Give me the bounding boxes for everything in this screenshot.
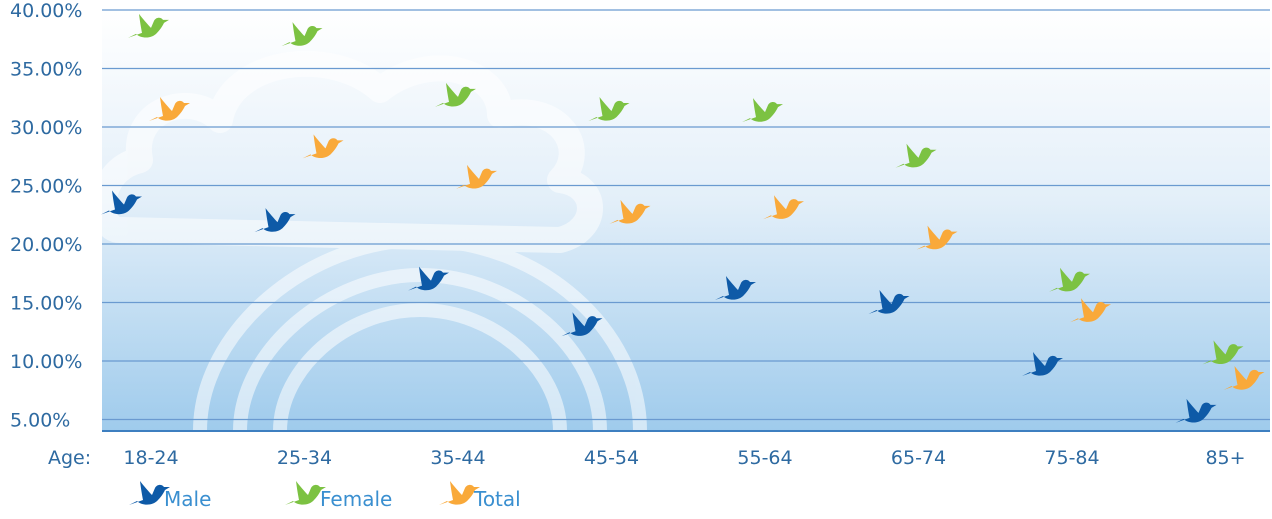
data-point-male <box>715 275 756 300</box>
data-point-female <box>1202 340 1244 365</box>
x-tick-label: 65-74 <box>891 447 946 469</box>
legend-item-male: Male <box>129 481 211 511</box>
data-point-female <box>435 82 476 107</box>
data-point-male <box>1022 352 1063 377</box>
legend-label: Total <box>473 487 521 511</box>
data-point-female <box>588 96 630 121</box>
weather-decoration <box>90 50 647 432</box>
legend-item-total: Total <box>439 481 521 511</box>
data-point-male <box>254 208 296 233</box>
y-tick-label: 5.00% <box>10 410 70 432</box>
data-point-female <box>1049 267 1090 292</box>
x-tick-label: 85+ <box>1205 447 1245 469</box>
legend-item-female: Female <box>285 481 392 511</box>
x-tick-label: 55-64 <box>737 447 792 469</box>
data-point-total <box>609 199 651 224</box>
legend-label: Female <box>320 487 392 511</box>
data-point-male <box>408 266 449 291</box>
bird-icon <box>129 481 170 505</box>
y-tick-label: 20.00% <box>10 234 82 256</box>
x-tick-label: 35-44 <box>430 447 485 469</box>
x-tick-label: 25-34 <box>277 447 332 469</box>
data-point-total <box>1070 298 1111 323</box>
bird-icon <box>439 481 480 505</box>
x-tick-label: 18-24 <box>123 447 178 469</box>
y-tick-label: 40.00% <box>10 0 82 22</box>
data-point-total <box>149 96 190 121</box>
data-point-female <box>742 98 783 123</box>
data-point-male <box>101 190 142 215</box>
data-point-total <box>916 225 958 250</box>
legend-label: Male <box>164 487 211 511</box>
data-point-total <box>302 134 344 159</box>
x-tick-label: 75-84 <box>1044 447 1099 469</box>
y-tick-label: 35.00% <box>10 59 82 81</box>
data-point-total <box>1223 366 1265 391</box>
y-tick-label: 10.00% <box>10 351 82 373</box>
x-axis-prefix: Age: <box>48 447 91 469</box>
data-point-female <box>281 22 323 47</box>
y-tick-label: 25.00% <box>10 176 82 198</box>
y-tick-label: 30.00% <box>10 117 82 139</box>
data-point-total <box>456 164 497 189</box>
data-point-male <box>561 312 603 337</box>
data-point-male <box>1175 398 1217 423</box>
y-tick-label: 15.00% <box>10 293 82 315</box>
bird-icon <box>285 481 326 505</box>
data-point-male <box>868 290 910 315</box>
data-point-female <box>128 13 169 38</box>
data-point-total <box>763 195 804 220</box>
data-point-female <box>895 143 937 168</box>
x-tick-label: 45-54 <box>584 447 639 469</box>
